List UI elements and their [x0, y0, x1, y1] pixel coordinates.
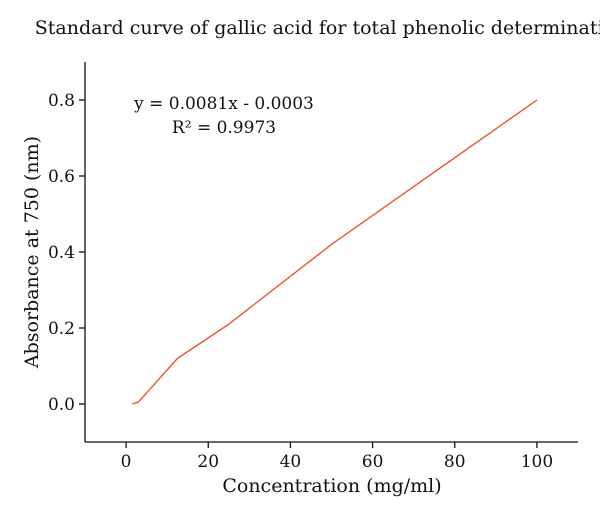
y-tick-label: 0.2 [48, 319, 75, 339]
x-ticks-group: 0 20 40 60 80 100 [121, 442, 553, 472]
r-squared-annotation: R² = 0.9973 [172, 118, 276, 138]
y-ticks-group: 0.0 0.2 0.4 0.6 0.8 [48, 91, 85, 415]
equation-annotation: y = 0.0081x - 0.0003 [133, 94, 314, 114]
series-line [132, 99, 538, 405]
y-tick-label: 0.0 [48, 395, 75, 415]
x-tick-label: 60 [362, 452, 384, 472]
y-tick-label: 0.4 [48, 243, 75, 263]
axes-group [84, 62, 578, 443]
series-group [132, 99, 538, 405]
x-tick-label: 80 [444, 452, 466, 472]
y-tick-label: 0.6 [48, 167, 75, 187]
x-axis-label: Concentration (mg/ml) [222, 475, 441, 497]
x-tick-label: 40 [280, 452, 302, 472]
x-tick-label: 0 [121, 452, 132, 472]
y-axis-label: Absorbance at 750 (nm) [21, 136, 43, 369]
chart-title: Standard curve of gallic acid for total … [35, 17, 600, 39]
y-tick-label: 0.8 [48, 91, 75, 111]
x-tick-label: 100 [521, 452, 553, 472]
x-tick-label: 20 [197, 452, 219, 472]
